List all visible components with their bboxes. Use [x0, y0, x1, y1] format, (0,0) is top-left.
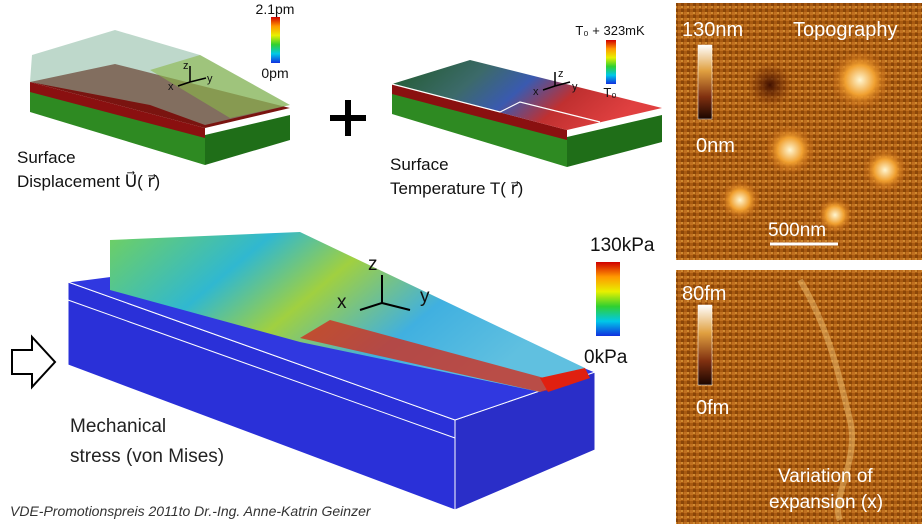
panel-title: Topography	[793, 19, 898, 41]
scale-max: T₀ + 323mK	[575, 23, 645, 38]
scale-max: 80fm	[682, 283, 726, 305]
scale-min: 0nm	[696, 135, 735, 157]
caption-line-2: Displacement U⃗( r⃗)	[17, 171, 160, 191]
axis-x: x	[533, 86, 539, 98]
caption-line-1: Mechanical	[70, 416, 166, 437]
process-arrow	[12, 337, 55, 387]
scale-bar-label: 500nm	[768, 220, 826, 241]
scale-min: T₀	[603, 85, 616, 100]
axis-x: x	[168, 81, 174, 93]
topography-panel: 130nm Topography 0nm 500nm	[676, 3, 922, 260]
colorbar	[271, 17, 280, 63]
scale-min: 0fm	[696, 397, 729, 419]
colorbar	[596, 262, 620, 336]
plus-sign	[330, 100, 366, 136]
expansion-panel: 80fm 0fm Variation of expansion (x)	[676, 270, 922, 524]
axis-z: z	[368, 254, 378, 275]
displacement-panel: 2.1pm 0pm z x y Surface Displacement U⃗(…	[17, 1, 294, 191]
figure: 2.1pm 0pm z x y Surface Displacement U⃗(…	[0, 0, 922, 527]
footer: VDE-Promotionspreis 2011to Dr.-Ing. Anne…	[10, 503, 372, 519]
axis-x: x	[337, 292, 347, 313]
scale-max: 130kPa	[590, 235, 655, 256]
caption-line-2: stress (von Mises)	[70, 446, 224, 467]
afm-feature	[863, 148, 907, 192]
afm-feature	[765, 125, 815, 175]
scale-min: 0pm	[261, 65, 288, 81]
colorbar	[606, 40, 616, 84]
axis-y: y	[572, 81, 578, 93]
scale-max: 2.1pm	[256, 1, 295, 17]
page: {"panels": { "displacement": {"scale_max…	[0, 0, 922, 527]
stress-panel: 130kPa 0kPa z x y Mechanical stress (von…	[68, 232, 655, 510]
caption-line-2: Temperature T( r⃗)	[390, 179, 523, 198]
afm-feature	[720, 180, 760, 220]
temperature-panel: T₀ + 323mK T₀ z x y Surface Temperature …	[390, 23, 662, 198]
caption-line-2: expansion (x)	[769, 492, 883, 513]
axis-y: y	[420, 286, 430, 307]
afm-feature	[830, 50, 890, 110]
caption-line-1: Surface	[390, 155, 449, 174]
scale-min: 0kPa	[584, 347, 628, 368]
colorbar	[698, 45, 712, 119]
scale-max: 130nm	[682, 19, 743, 41]
colorbar	[698, 305, 712, 385]
axis-z: z	[558, 68, 564, 80]
afm-pit	[748, 63, 792, 107]
caption-line-1: Variation of	[778, 466, 873, 487]
caption-line-1: Surface	[17, 148, 76, 167]
axis-z: z	[183, 60, 189, 72]
axis-y: y	[207, 73, 213, 85]
